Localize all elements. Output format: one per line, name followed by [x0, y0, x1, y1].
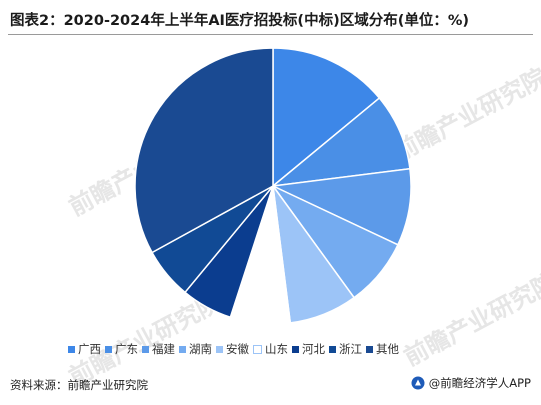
pie-slice-8: [134, 47, 274, 254]
legend-swatch: [253, 344, 262, 354]
legend-label: 河北: [302, 342, 325, 356]
legend-label: 湖南: [189, 342, 212, 356]
brand-text: @前瞻经济学人APP: [428, 376, 531, 390]
legend-swatch: [68, 345, 75, 353]
legend-item-6: 河北: [292, 341, 325, 357]
legend-label: 广东: [115, 342, 138, 356]
legend-item-4: 安徽: [216, 341, 249, 357]
legend-swatch: [105, 345, 112, 353]
legend-item-0: 广西: [68, 341, 101, 357]
chart-legend: 广西 广东 福建 湖南 安徽 山东 河北 浙江 其他: [68, 341, 488, 357]
legend-item-7: 浙江: [329, 341, 362, 357]
legend-label: 其他: [376, 342, 399, 356]
legend-item-3: 湖南: [179, 341, 212, 357]
legend-item-1: 广东: [105, 341, 138, 357]
legend-swatch: [329, 345, 336, 353]
brand-footer: @前瞻经济学人APP: [411, 375, 531, 391]
brand-logo-icon: [411, 376, 425, 390]
legend-label: 山东: [265, 342, 288, 356]
chart-title: 图表2：2020-2024年上半年AI医疗招投标(中标)区域分布(单位：%): [10, 13, 469, 29]
pie-slice-0: [272, 47, 381, 188]
legend-swatch: [179, 345, 186, 353]
legend-label: 福建: [152, 342, 175, 356]
legend-swatch: [142, 345, 149, 353]
legend-item-5: 山东: [253, 341, 288, 357]
legend-label: 浙江: [339, 342, 362, 356]
legend-swatch: [216, 345, 223, 353]
legend-swatch: [292, 345, 299, 353]
legend-item-2: 福建: [142, 341, 175, 357]
legend-item-8: 其他: [366, 341, 399, 357]
legend-label: 广西: [78, 342, 101, 356]
legend-swatch: [366, 345, 373, 353]
legend-label: 安徽: [226, 342, 249, 356]
title-divider: [8, 34, 533, 35]
source-note: 资料来源：前瞻产业研究院: [10, 378, 148, 392]
